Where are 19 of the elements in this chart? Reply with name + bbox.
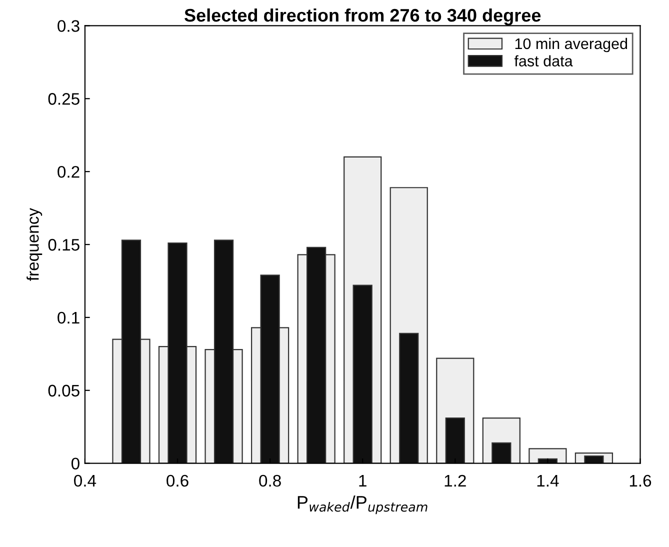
legend-label: fast data (514, 55, 573, 66)
y-tick-label: 0.15 (48, 238, 80, 251)
chart-title: Selected direction from 276 to 340 degree (184, 8, 541, 26)
legend-label: 10 min averaged (515, 38, 628, 52)
y-axis-title: frequency (26, 208, 42, 281)
y-tick-label: 0.2 (58, 166, 80, 178)
y-tick-label: 0.05 (48, 384, 80, 397)
x-tick-label: 0.6 (166, 474, 188, 487)
y-tick-label: 0.3 (58, 20, 80, 32)
x-tick-label: 0.4 (74, 474, 96, 487)
y-tick-label: 0.25 (48, 93, 80, 105)
x-tick-label: 1.6 (630, 474, 652, 487)
x-tick-label: 1.2 (444, 474, 466, 486)
x-axis-title: P$_{waked}$/P$_{upstream}$ (298, 496, 428, 514)
x-tick-label: 1 (359, 475, 366, 486)
x-tick-label: 1.4 (537, 475, 559, 486)
y-tick-label: 0 (71, 458, 80, 470)
y-tick-label: 0.1 (58, 312, 80, 324)
x-tick-label: 0.8 (259, 474, 281, 487)
